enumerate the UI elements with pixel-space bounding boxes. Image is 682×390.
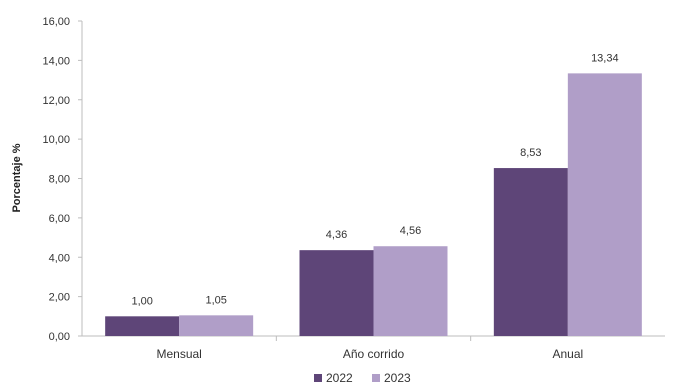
data-label: 13,34	[591, 52, 619, 64]
legend-swatch	[314, 374, 322, 382]
bars	[105, 73, 642, 337]
data-label: 1,05	[205, 294, 226, 306]
y-tick-label: 4,00	[49, 252, 70, 264]
bar	[493, 168, 568, 336]
bar	[105, 316, 180, 336]
data-labels: 1,00 1,05 4,36 4,56 8,53 13,34	[131, 52, 618, 307]
x-tick-label: Año corrido	[343, 347, 405, 361]
y-tick-label: 10,00	[42, 134, 70, 146]
y-tick-label: 0,00	[49, 331, 70, 343]
data-label: 8,53	[520, 147, 541, 159]
y-tick-label: 14,00	[42, 55, 70, 67]
x-tick-label: Mensual	[156, 347, 201, 361]
bar	[299, 250, 374, 336]
legend-label: 2023	[384, 371, 411, 385]
y-tick-label: 12,00	[42, 95, 70, 107]
y-tick-label: 16,00	[42, 16, 70, 28]
data-label: 1,00	[131, 295, 152, 307]
legend: 2022 2023	[314, 371, 411, 385]
y-tick-label: 8,00	[49, 174, 70, 186]
data-label: 4,56	[400, 225, 421, 237]
y-axis-title: Porcentaje %	[11, 143, 23, 212]
y-tick-label: 6,00	[49, 213, 70, 225]
bar	[179, 315, 254, 336]
legend-swatch	[372, 374, 380, 382]
y-axis: 0,00 2,00 4,00 6,00 8,00 10,00 12,00 14,00 16,00	[42, 16, 83, 343]
y-tick-label: 2,00	[49, 292, 70, 304]
x-tick-label: Anual	[552, 347, 583, 361]
x-axis: Mensual Año corrido Anual	[82, 335, 665, 361]
bar	[373, 246, 448, 336]
legend-label: 2022	[326, 371, 353, 385]
data-label: 4,36	[326, 229, 347, 241]
bar	[567, 73, 642, 337]
